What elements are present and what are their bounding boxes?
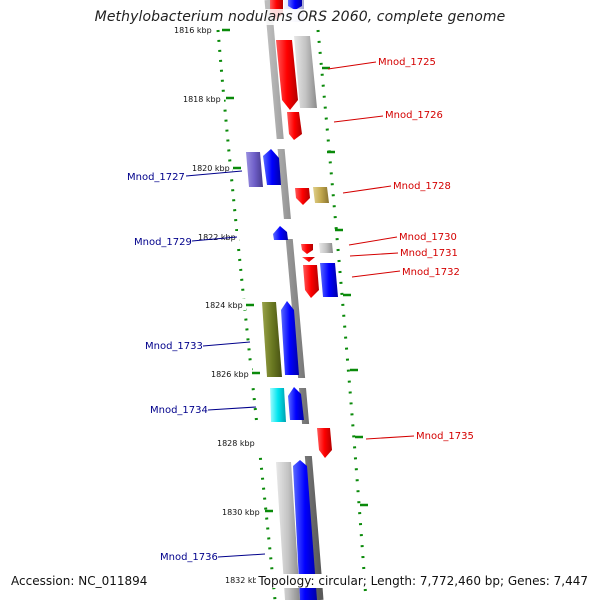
map-title: Methylobacterium nodulans ORS 2060, comp… <box>0 9 600 25</box>
gene-mnod-1734 <box>270 388 286 422</box>
gene-label: Mnod_1729 <box>134 237 192 248</box>
backbone-line <box>264 0 324 600</box>
tick-label: 1830 kbp <box>222 508 260 517</box>
gene-labels: Mnod_1725 Mnod_1726 Mnod_1727 Mnod_1728 … <box>127 57 474 563</box>
gene-label: Mnod_1736 <box>160 552 218 563</box>
gene-mnod-1735 <box>317 428 332 458</box>
tick-marks-right <box>322 66 368 507</box>
gene-top-blue <box>288 0 302 10</box>
tick-label: 1828 kbp <box>217 439 255 448</box>
tick-labels: 1816 kbp 1818 kbp 1820 kbp 1822 kbp 1824… <box>170 24 263 586</box>
tick-label: 1818 kbp <box>183 95 221 104</box>
gene-label: Mnod_1727 <box>127 172 185 183</box>
gene-mnod-1729 <box>273 226 288 240</box>
gene-red-1728a <box>295 188 310 205</box>
gene-label: Mnod_1734 <box>150 405 208 416</box>
gene-blue-1727b <box>263 149 281 185</box>
gene-label: Mnod_1726 <box>385 110 443 121</box>
gene-mnod-1736 <box>276 462 300 600</box>
gene-blue-1736b <box>293 460 317 600</box>
gap-panels <box>238 139 350 456</box>
gene-label: Mnod_1725 <box>378 57 436 68</box>
tick-label: 1832 kbp <box>225 576 263 585</box>
gene-mnod-1728 <box>313 187 329 203</box>
gene-mnod-1725 <box>276 40 298 110</box>
gene-label: Mnod_1728 <box>393 181 451 192</box>
gene-label: Mnod_1735 <box>416 431 474 442</box>
gene-mnod-1727 <box>246 152 263 187</box>
gene-blue-1734b <box>288 387 304 420</box>
gene-mnod-1731 <box>302 257 315 262</box>
tick-label: 1826 kbp <box>211 370 249 379</box>
gene-mnod-1730 <box>301 244 313 254</box>
gene-gray-1725b <box>294 36 317 108</box>
gene-mnod-1733 <box>262 302 282 377</box>
gene-blue-1733b <box>281 301 299 375</box>
gene-mnod-1726 <box>287 112 302 140</box>
tick-label: 1816 kbp <box>174 26 212 35</box>
gene-blue-1732b <box>320 263 338 297</box>
genome-summary: Topology: circular; Length: 7,772,460 bp… <box>256 574 590 588</box>
gene-label: Mnod_1730 <box>399 232 457 243</box>
tick-label: 1820 kbp <box>192 164 230 173</box>
tick-label: 1822 kbp <box>198 233 236 242</box>
gc-track-right <box>316 29 368 600</box>
gene-label: Mnod_1732 <box>402 267 460 278</box>
gene-label: Mnod_1731 <box>400 248 458 259</box>
label-leaders <box>185 61 415 558</box>
gene-label: Mnod_1733 <box>145 341 203 352</box>
gene-gray-1730b <box>319 243 333 253</box>
gene-mnod-1732 <box>303 265 319 298</box>
accession-text: Accession: NC_011894 <box>9 574 150 588</box>
tick-label: 1824 kbp <box>205 301 243 310</box>
